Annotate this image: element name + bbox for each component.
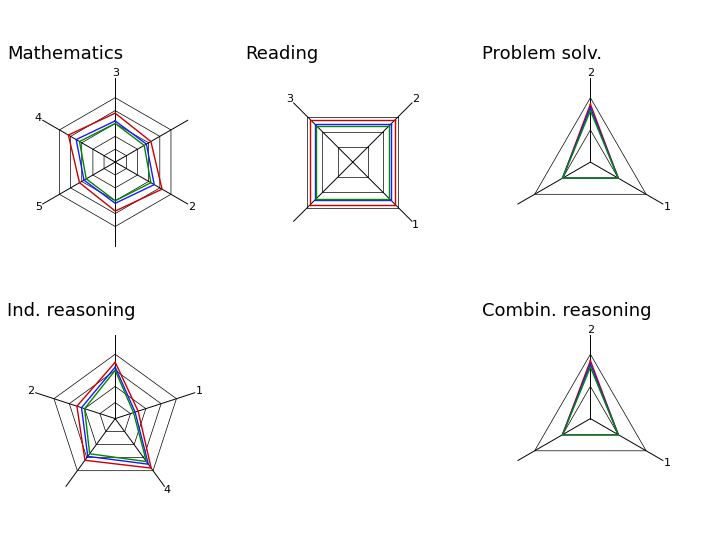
Text: Combin. reasoning: Combin. reasoning (482, 302, 652, 320)
Text: 5: 5 (35, 201, 42, 212)
Text: 2: 2 (587, 325, 594, 335)
Text: 2: 2 (189, 201, 196, 212)
Text: 2: 2 (587, 68, 594, 78)
Text: 2: 2 (412, 94, 419, 104)
Text: 1: 1 (664, 201, 671, 212)
Text: 3: 3 (112, 68, 119, 78)
Text: 1: 1 (664, 458, 671, 468)
Text: Reading: Reading (245, 45, 318, 63)
Text: Ind. reasoning: Ind. reasoning (7, 302, 135, 320)
Text: 4: 4 (35, 113, 42, 123)
Text: 2: 2 (27, 386, 35, 396)
Text: Problem solv.: Problem solv. (482, 45, 603, 63)
Text: red: individitual, blue: faculty, green: uni- average.: red: individitual, blue: faculty, green:… (148, 511, 572, 529)
Text: Mathematics: Mathematics (7, 45, 123, 63)
Text: 1: 1 (412, 220, 419, 230)
Text: 4: 4 (164, 485, 171, 496)
Text: 1: 1 (196, 386, 203, 396)
Text: 3: 3 (287, 94, 294, 104)
